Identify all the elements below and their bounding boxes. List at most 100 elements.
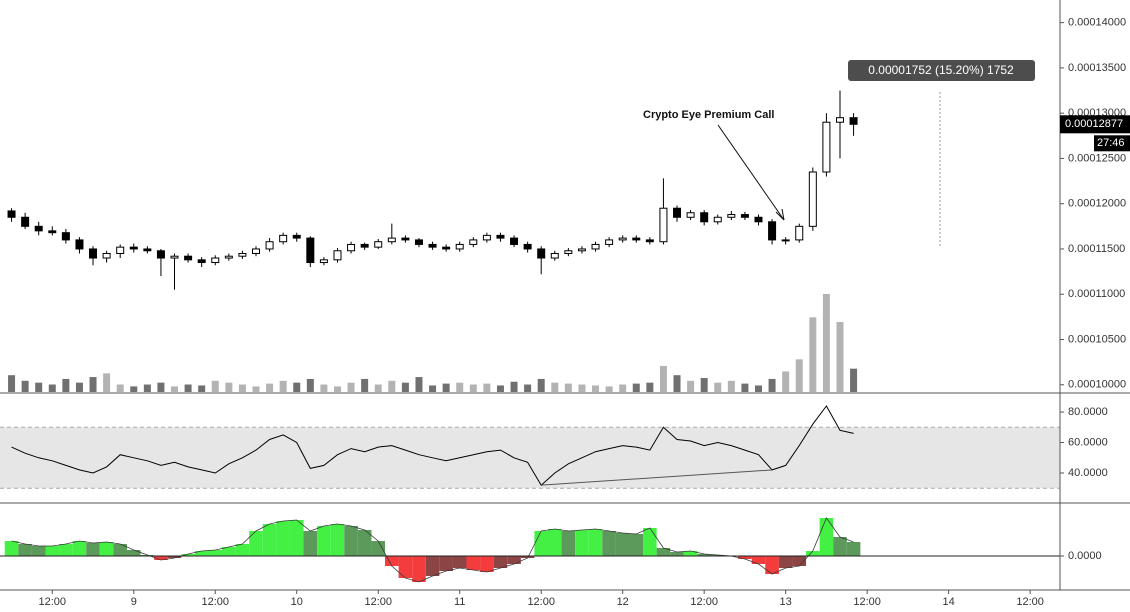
- candle-body: [428, 243, 437, 248]
- volume-bar: [510, 381, 518, 392]
- candle-body: [387, 237, 396, 243]
- y-tick-label: 0.00011500: [1068, 243, 1125, 255]
- volume-bar: [103, 373, 111, 392]
- momentum-bar: [262, 524, 277, 556]
- x-tick-label: 12:00: [853, 596, 881, 608]
- momentum-bar: [385, 556, 399, 566]
- candle-body: [265, 241, 274, 250]
- candle-body: [129, 246, 138, 250]
- candle-body: [673, 207, 682, 218]
- volume-bar: [157, 382, 165, 392]
- candle-body: [252, 248, 261, 254]
- momentum-bar: [561, 531, 576, 556]
- candle-body: [591, 243, 600, 250]
- volume-bar: [524, 384, 532, 392]
- x-tick-label: 13: [780, 596, 792, 608]
- candle-body: [414, 239, 423, 245]
- volume-bar: [456, 382, 464, 392]
- volume-bar: [171, 386, 179, 392]
- x-tick-label: 12: [617, 596, 629, 608]
- momentum-bar: [194, 551, 209, 556]
- momentum-bar: [670, 552, 684, 556]
- y-tick-label: 0.00010500: [1068, 333, 1126, 345]
- volume-bar: [347, 382, 355, 392]
- momentum-bar: [398, 556, 413, 578]
- momentum-bar: [439, 556, 453, 571]
- momentum-bar: [575, 530, 589, 556]
- volume-bar: [89, 377, 97, 392]
- volume-bar: [266, 383, 274, 392]
- momentum-bar: [507, 556, 521, 564]
- momentum-bar: [249, 531, 263, 556]
- momentum-bar: [303, 531, 318, 556]
- momentum-bar: [656, 548, 671, 556]
- momentum-bar: [792, 556, 807, 566]
- candle-body: [632, 237, 641, 241]
- momentum-bar: [765, 556, 779, 574]
- candle-body: [849, 117, 858, 125]
- y-tick-label: 0.00010000: [1068, 379, 1126, 391]
- candle-body: [442, 246, 451, 250]
- momentum-bar: [289, 520, 304, 556]
- momentum-outline: [11, 517, 854, 583]
- volume-bar: [619, 384, 627, 392]
- x-tick-label: 12:00: [201, 596, 229, 608]
- candle-body: [496, 234, 505, 239]
- volume-bar: [836, 322, 844, 392]
- volume-bar: [632, 383, 640, 392]
- last-price-box: [1060, 115, 1130, 134]
- volume-bar: [578, 384, 586, 392]
- momentum-bar: [493, 556, 508, 568]
- x-tick-label: 14: [943, 596, 955, 608]
- momentum-bar: [846, 542, 861, 556]
- candle-body: [347, 243, 356, 252]
- candle-body: [401, 237, 410, 241]
- countdown-box: [1094, 135, 1130, 152]
- y-tick-label: 0.00012000: [1068, 198, 1126, 210]
- y-tick-label: 0.00012500: [1068, 152, 1126, 164]
- volume-bar: [483, 383, 491, 392]
- candle-body: [768, 221, 777, 241]
- measure-label: 0.00001752 (15.20%) 1752: [868, 63, 1014, 77]
- momentum-bar: [126, 550, 141, 556]
- volume-bar: [184, 384, 192, 392]
- volume-bar: [605, 386, 613, 392]
- momentum-bar: [357, 530, 372, 556]
- volume-bar: [809, 317, 817, 392]
- arrow-head: [775, 208, 785, 221]
- x-tick-label: 10: [291, 596, 303, 608]
- momentum-bar: [778, 556, 793, 568]
- volume-bar: [238, 384, 246, 392]
- momentum-bar: [18, 544, 32, 556]
- momentum-bar: [154, 556, 168, 560]
- volume-bar: [293, 382, 301, 392]
- candle-body: [143, 248, 152, 252]
- volume-bar: [225, 382, 233, 392]
- momentum-bar: [588, 529, 603, 556]
- volume-bar: [130, 386, 138, 392]
- candle-body: [279, 234, 288, 243]
- candle-body: [537, 248, 546, 259]
- y-tick-label: 0.00013500: [1068, 62, 1126, 74]
- momentum-bar: [602, 531, 616, 556]
- candle-body: [577, 248, 586, 252]
- volume-bar: [442, 383, 450, 392]
- candle-body: [482, 234, 491, 241]
- volume-bar: [48, 384, 56, 392]
- momentum-bar: [806, 551, 820, 556]
- y-tick-label: 0.00011000: [1068, 288, 1125, 300]
- volume-bar: [673, 375, 681, 392]
- volume-bar: [687, 380, 695, 392]
- momentum-bar: [643, 528, 657, 556]
- momentum-bar: [819, 518, 834, 556]
- candle-body: [510, 237, 519, 245]
- volume-bar: [850, 368, 858, 392]
- volume-bar: [75, 382, 83, 392]
- momentum-bar: [344, 526, 358, 556]
- candle-body: [740, 214, 749, 218]
- momentum-bar: [330, 524, 345, 556]
- volume-bar: [35, 382, 43, 392]
- candle-body: [61, 232, 70, 241]
- candle-body: [605, 239, 614, 245]
